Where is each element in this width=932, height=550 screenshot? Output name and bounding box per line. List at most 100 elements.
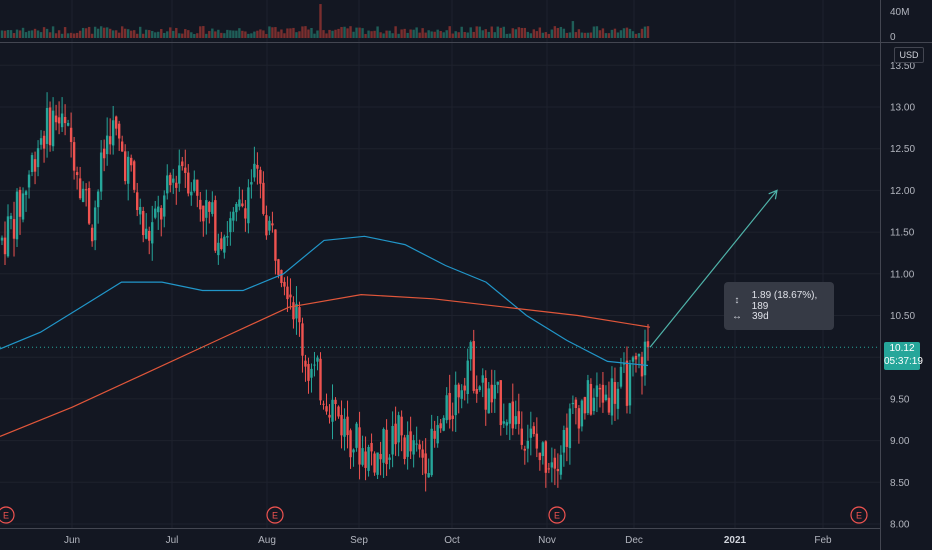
volume-bar — [559, 26, 563, 38]
candle-body — [409, 431, 412, 452]
candle-body — [469, 342, 472, 360]
candle-body — [535, 433, 539, 449]
volume-bar — [105, 27, 109, 38]
volume-bar — [439, 31, 442, 38]
candle — [337, 28, 340, 419]
volume-bar — [244, 31, 247, 38]
candle-body — [403, 437, 406, 459]
candle-body — [595, 385, 599, 397]
volume-bar — [478, 26, 481, 38]
volume-bar — [259, 29, 262, 38]
volume-bar — [571, 21, 575, 38]
candle — [160, 29, 163, 237]
volume-bar — [117, 32, 121, 38]
volume-bar — [421, 28, 424, 38]
candle — [15, 29, 19, 247]
candle — [102, 27, 106, 172]
volume-bar — [217, 29, 220, 38]
candle-body — [445, 395, 448, 421]
candle-body — [490, 384, 493, 403]
candle-body — [559, 454, 563, 475]
candle — [406, 32, 409, 470]
volume-bar — [142, 33, 145, 38]
candle — [3, 30, 7, 266]
projection-arrow — [649, 190, 778, 348]
volume-bar — [75, 32, 79, 38]
candle-body — [262, 182, 265, 214]
candle — [214, 31, 217, 253]
price-tick-label: 9.50 — [890, 394, 910, 405]
volume-bar — [601, 28, 605, 38]
volume-bar — [18, 30, 22, 38]
candle — [30, 30, 34, 177]
volume-bar — [643, 26, 647, 38]
candle-body — [478, 386, 481, 391]
currency-badge[interactable]: USD — [894, 47, 924, 63]
candle — [190, 32, 193, 206]
volume-bar — [151, 30, 154, 38]
candle-body — [18, 189, 22, 217]
volume-bar — [466, 32, 469, 38]
volume-bar — [268, 26, 271, 38]
candle-body — [259, 169, 262, 184]
candle — [493, 32, 496, 413]
measure-duration: 39d — [752, 311, 769, 322]
candle-body — [196, 179, 199, 196]
volume-bar — [169, 27, 172, 38]
volume-bar — [499, 27, 502, 38]
candle-body — [646, 341, 650, 348]
volume-bar — [529, 33, 533, 38]
volume-bar — [322, 30, 325, 38]
candle-body — [607, 397, 611, 413]
volume-bar — [102, 27, 106, 38]
candle-body — [337, 406, 340, 417]
volume-bar — [406, 32, 409, 38]
candle — [39, 32, 43, 150]
price-tick-label: 8.00 — [890, 520, 910, 531]
candle-body — [385, 429, 388, 465]
candle — [373, 30, 376, 476]
volume-bar — [154, 32, 157, 38]
candle-body — [412, 440, 415, 455]
candle-body — [229, 218, 232, 233]
candle — [60, 33, 64, 133]
candle — [400, 29, 403, 452]
candle — [48, 32, 52, 152]
candle — [123, 28, 127, 185]
candle-body — [361, 448, 364, 465]
candle — [148, 30, 151, 255]
volume-bar — [463, 32, 466, 38]
candle — [409, 29, 412, 460]
candle-body — [358, 427, 361, 465]
candle — [117, 32, 121, 151]
candle — [355, 27, 358, 452]
volume-bar — [202, 26, 205, 38]
volume-bar — [481, 30, 484, 38]
candle — [126, 29, 130, 201]
candle-body — [178, 165, 181, 184]
candle — [145, 29, 148, 240]
earnings-marker: E — [850, 506, 868, 524]
volume-bar — [496, 26, 499, 38]
candle-body — [466, 360, 469, 394]
volume-tick-label: 40M — [890, 7, 909, 18]
grid — [0, 0, 880, 528]
volume-bar — [220, 32, 223, 38]
volume-bar — [460, 26, 463, 38]
candle — [238, 28, 241, 211]
candle — [586, 32, 590, 416]
volume-bar — [442, 32, 445, 38]
candle — [286, 28, 289, 313]
candle-body — [256, 164, 259, 169]
candle-body — [622, 363, 626, 365]
volume-bar — [181, 33, 184, 38]
candle-body — [271, 223, 274, 226]
candle-body — [346, 416, 349, 436]
candle — [27, 30, 31, 199]
volume-bar — [598, 30, 602, 38]
candle — [394, 26, 397, 456]
volume-bar — [628, 28, 632, 38]
candle — [18, 30, 22, 235]
volume-bar — [505, 33, 508, 38]
